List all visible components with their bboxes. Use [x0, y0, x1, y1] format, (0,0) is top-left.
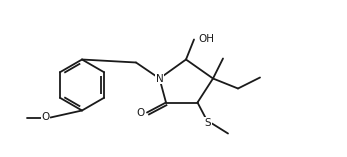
- Text: OH: OH: [198, 33, 214, 43]
- Text: O: O: [41, 113, 50, 122]
- Text: S: S: [205, 117, 211, 127]
- Text: N: N: [155, 73, 163, 84]
- Text: O: O: [137, 108, 145, 117]
